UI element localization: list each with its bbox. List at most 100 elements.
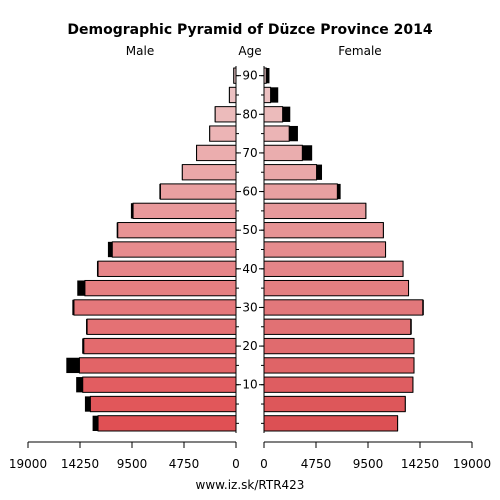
male-bar-65-69 bbox=[181, 164, 237, 181]
age-tick-label-30: 30 bbox=[242, 300, 257, 314]
female-bar-10-14 bbox=[263, 376, 414, 393]
female-bar-extra-10-14 bbox=[412, 377, 414, 393]
female-bar-60-64 bbox=[263, 183, 338, 200]
male-bar-extra-35-39 bbox=[77, 280, 85, 296]
male-bar-extra-75-79 bbox=[209, 125, 210, 142]
female-bar-45-49 bbox=[263, 241, 387, 258]
age-tick-label-70: 70 bbox=[242, 146, 257, 160]
age-axis: 10 20 30 40 50 60 70 80 90 bbox=[235, 66, 265, 433]
female-bar-25-29 bbox=[263, 318, 412, 335]
female-bar-extra-65-69 bbox=[316, 164, 323, 180]
male-bar-extra-85-89 bbox=[228, 87, 230, 103]
female-x-tick-label-19000: 19000 bbox=[453, 457, 491, 471]
female-bar-70-74 bbox=[263, 144, 303, 162]
male-x-tick-label-9500: 9500 bbox=[117, 457, 148, 471]
male-bar-extra-45-49 bbox=[107, 241, 113, 258]
female-bar-extra-20-24 bbox=[413, 338, 415, 354]
male-bar-extra-65-69 bbox=[181, 164, 183, 180]
female-bar-20-24 bbox=[263, 337, 415, 355]
male-bar-45-49 bbox=[111, 241, 237, 258]
male-bar-15-19 bbox=[78, 357, 237, 374]
male-bar-30-34 bbox=[73, 299, 237, 316]
male-x-tick-label-14250: 14250 bbox=[61, 457, 99, 471]
male-bar-50-54 bbox=[117, 222, 237, 239]
female-bar-extra-75-79 bbox=[289, 125, 298, 142]
male-bar-extra-50-54 bbox=[116, 222, 118, 238]
male-bar-75-79 bbox=[209, 125, 237, 142]
female-bar-85-89 bbox=[263, 86, 272, 104]
female-x-tick-label-4750: 4750 bbox=[301, 457, 332, 471]
female-bar-75-79 bbox=[263, 125, 290, 142]
female-header: Female bbox=[338, 44, 381, 58]
male-bar-70-74 bbox=[196, 144, 237, 162]
male-bar-extra-80-84 bbox=[214, 106, 216, 122]
female-bars bbox=[263, 67, 424, 432]
female-bar-extra-80-84 bbox=[282, 106, 291, 122]
male-bar-40-44 bbox=[97, 260, 237, 277]
male-bar-extra-60-64 bbox=[159, 183, 161, 200]
male-bar-55-59 bbox=[132, 202, 237, 220]
age-header: Age bbox=[238, 44, 261, 58]
male-bar-extra-30-34 bbox=[72, 299, 74, 316]
male-bar-extra-5-9 bbox=[84, 396, 91, 412]
female-bar-extra-70-74 bbox=[302, 145, 313, 161]
male-bar-extra-20-24 bbox=[82, 338, 84, 354]
x-axes: 19000 14250 9500 4750 0 0 4750 9500 14250 19000 bbox=[9, 441, 491, 471]
female-bar-extra-85-89 bbox=[270, 87, 279, 103]
female-bar-extra-60-64 bbox=[337, 183, 341, 200]
female-bar-extra-50-54 bbox=[383, 222, 384, 238]
female-bar-extra-55-59 bbox=[365, 203, 367, 219]
female-bar-5-9 bbox=[263, 395, 406, 413]
female-bar-extra-35-39 bbox=[408, 280, 410, 296]
male-bar-20-24 bbox=[83, 337, 237, 355]
age-tick-label-40: 40 bbox=[242, 262, 257, 276]
female-bar-extra-15-19 bbox=[413, 357, 415, 374]
female-bar-0-4 bbox=[263, 415, 399, 432]
male-bar-extra-25-29 bbox=[86, 319, 88, 335]
male-bar-extra-55-59 bbox=[130, 203, 134, 219]
male-bar-extra-40-44 bbox=[96, 261, 99, 277]
female-bar-40-44 bbox=[263, 260, 404, 277]
chart-title: Demographic Pyramid of Düzce Province 20… bbox=[67, 22, 432, 38]
female-x-tick-label-9500: 9500 bbox=[353, 457, 384, 471]
male-x-tick-label-0: 0 bbox=[232, 457, 240, 471]
age-tick-label-80: 80 bbox=[242, 107, 257, 121]
female-bar-15-19 bbox=[263, 357, 415, 374]
male-bar-extra-15-19 bbox=[66, 357, 80, 374]
male-bar-85-89 bbox=[228, 86, 237, 104]
male-bar-extra-70-74 bbox=[196, 145, 197, 161]
female-bar-extra-40-44 bbox=[403, 261, 404, 277]
age-tick-label-50: 50 bbox=[242, 223, 257, 237]
female-bar-extra-90+ bbox=[266, 68, 270, 84]
source-label: www.iz.sk/RTR423 bbox=[196, 478, 305, 492]
female-bar-extra-5-9 bbox=[405, 396, 406, 412]
male-bar-25-29 bbox=[86, 318, 237, 335]
female-bar-extra-0-4 bbox=[397, 415, 399, 431]
male-bar-5-9 bbox=[89, 395, 237, 413]
female-bar-30-34 bbox=[263, 299, 424, 316]
male-bar-extra-90+ bbox=[233, 68, 234, 84]
male-x-tick-label-4750: 4750 bbox=[169, 457, 200, 471]
male-bar-35-39 bbox=[84, 279, 237, 297]
male-bar-80-84 bbox=[214, 106, 237, 123]
male-bar-10-14 bbox=[82, 376, 237, 393]
female-bar-50-54 bbox=[263, 222, 384, 239]
age-tick-label-20: 20 bbox=[242, 339, 257, 353]
age-tick-label-90: 90 bbox=[242, 69, 257, 83]
male-bar-0-4 bbox=[97, 415, 237, 432]
age-tick-label-60: 60 bbox=[242, 185, 257, 199]
female-x-tick-label-14250: 14250 bbox=[401, 457, 439, 471]
male-bar-extra-10-14 bbox=[76, 377, 83, 393]
female-bar-65-69 bbox=[263, 164, 318, 181]
male-x-tick-label-19000: 19000 bbox=[9, 457, 47, 471]
female-bar-extra-25-29 bbox=[410, 319, 412, 335]
female-bar-55-59 bbox=[263, 202, 367, 220]
male-bars bbox=[66, 67, 237, 432]
age-tick-label-10: 10 bbox=[242, 378, 257, 392]
female-bar-35-39 bbox=[263, 279, 410, 297]
female-x-tick-label-0: 0 bbox=[260, 457, 268, 471]
male-bar-60-64 bbox=[159, 183, 237, 200]
male-header: Male bbox=[126, 44, 154, 58]
male-bar-extra-0-4 bbox=[92, 415, 99, 431]
